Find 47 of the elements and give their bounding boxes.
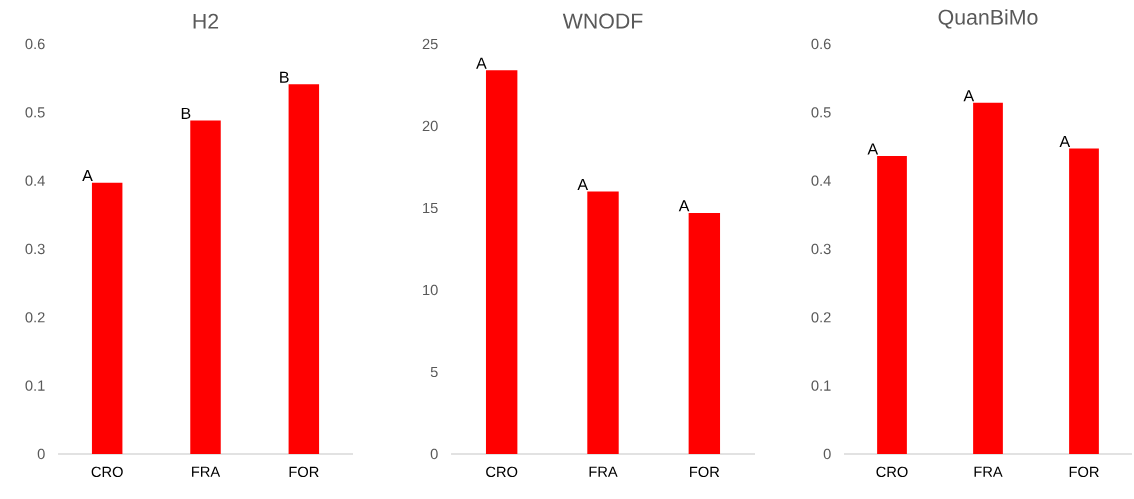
bar [587,191,619,454]
y-tick-label: 0 [37,448,45,460]
x-tick-label: FOR [1069,466,1099,478]
y-tick-label: 0.3 [811,243,831,255]
x-tick-label: FOR [289,466,319,478]
bar [288,84,320,454]
y-tick-label: 0 [823,448,831,460]
y-tick-label: 10 [423,284,438,296]
y-tick-label: 20 [422,120,438,132]
y-tick-label: 15 [423,202,438,214]
y-tick-label: 5 [430,366,438,378]
y-tick-label: 0.2 [811,312,831,323]
x-tick-label: FRA [192,466,221,477]
annotation: A [963,90,975,102]
bar [190,120,221,454]
annotation: A [867,143,879,155]
annotation: B [280,71,289,83]
annotation: B [181,107,191,119]
y-tick-label: 0.2 [25,312,45,323]
annotation: A [577,178,589,190]
y-tick-label: 0.5 [811,107,831,118]
y-tick-label: 0.1 [25,380,45,391]
y-tick-label: 0.1 [811,380,831,391]
annotation: A [1059,135,1071,147]
x-tick-label: CRO [876,466,908,478]
bar [485,70,518,454]
y-tick-label: 0.4 [811,175,831,186]
bar [688,212,721,454]
x-tick-label: FRA [589,466,618,477]
x-tick-label: CRO [91,466,123,478]
annotation: A [678,200,690,212]
chart-title: QuanBiMo [938,9,1038,29]
y-tick-label: 0.4 [25,175,45,186]
chart-title: WNODF [562,13,643,29]
x-tick-label: FRA [974,466,1003,477]
y-tick-label: 0 [430,448,438,460]
y-tick-label: 25 [422,38,438,50]
y-tick-label: 0.3 [25,243,45,255]
y-tick-label: 0.6 [25,38,45,50]
chart-title: H2 [193,13,219,29]
x-tick-label: CRO [486,466,518,478]
annotation: A [476,57,487,69]
y-tick-label: 0.5 [25,107,45,118]
bar [91,182,123,454]
y-tick-label: 0.6 [811,38,831,50]
annotation: A [82,170,93,182]
x-tick-label: FOR [690,466,720,478]
